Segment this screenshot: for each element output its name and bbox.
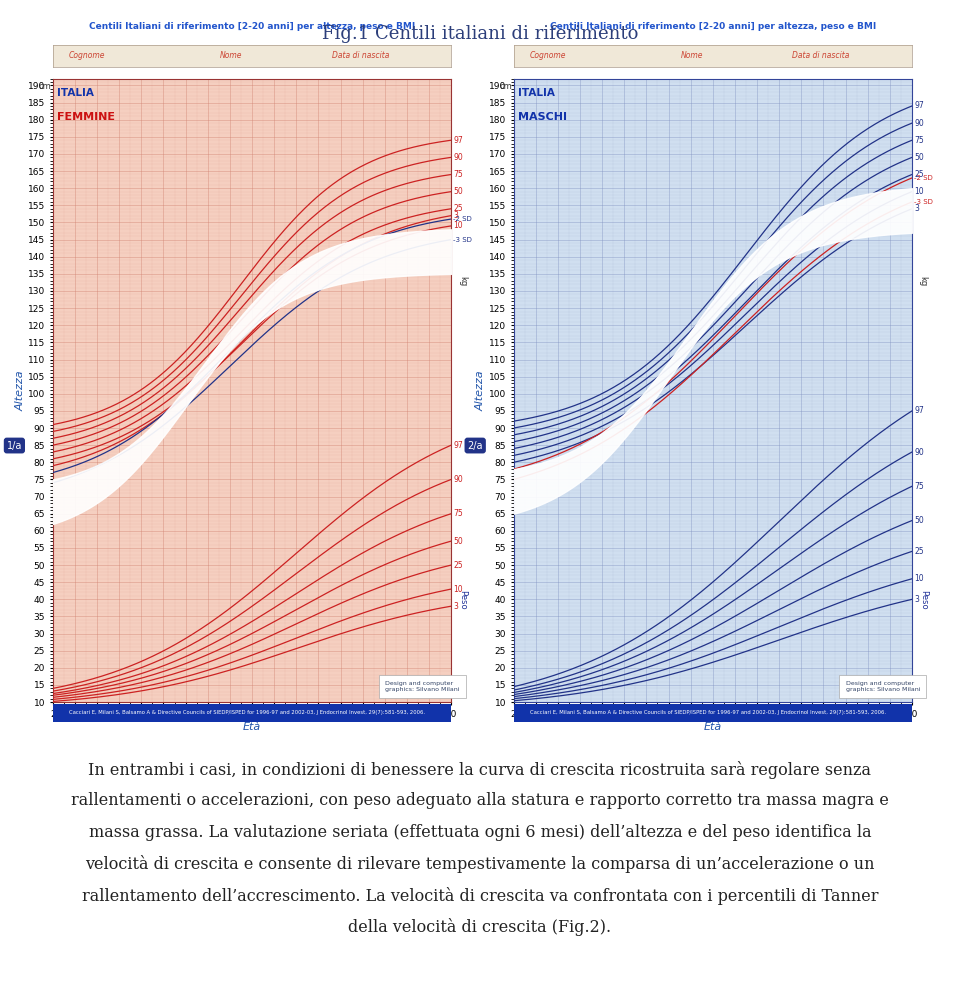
Text: Design and computer
graphics: Silvano Milani: Design and computer graphics: Silvano Mi… (846, 682, 920, 692)
Text: Peso: Peso (458, 589, 467, 609)
Text: FEMMINE: FEMMINE (58, 112, 115, 122)
Text: cm: cm (39, 82, 52, 91)
Text: Cognome: Cognome (69, 51, 106, 61)
Text: 90: 90 (453, 153, 463, 162)
Text: Data di nascita: Data di nascita (793, 51, 850, 61)
Text: massa grassa. La valutazione seriata (effettuata ogni 6 mesi) dell’altezza e del: massa grassa. La valutazione seriata (ef… (88, 824, 872, 841)
Text: Nome: Nome (681, 51, 704, 61)
Text: 90: 90 (914, 448, 924, 457)
Text: Fig.1 Centili italiani di riferimento: Fig.1 Centili italiani di riferimento (322, 25, 638, 42)
Text: rallentamento dell’accrescimento. La velocità di crescita va confrontata con i p: rallentamento dell’accrescimento. La vel… (82, 887, 878, 904)
Text: Data di nascita: Data di nascita (331, 51, 389, 61)
Text: 3: 3 (453, 211, 458, 220)
Text: In entrambi i casi, in condizioni di benessere la curva di crescita ricostruita : In entrambi i casi, in condizioni di ben… (88, 761, 872, 779)
Text: 50: 50 (914, 153, 924, 162)
Text: 25: 25 (914, 170, 924, 179)
Text: 25: 25 (914, 547, 924, 556)
Text: 10: 10 (453, 584, 463, 593)
X-axis label: Età: Età (243, 722, 261, 732)
Text: 50: 50 (914, 516, 924, 525)
Text: Centili Italiani di riferimento [2-20 anni] per altezza, peso e BMI: Centili Italiani di riferimento [2-20 an… (89, 23, 415, 31)
Text: velocità di crescita e consente di rilevare tempestivamente la comparsa di un’ac: velocità di crescita e consente di rilev… (85, 855, 875, 873)
Text: Peso: Peso (919, 589, 927, 609)
Text: -3 SD: -3 SD (914, 199, 933, 205)
Text: 25: 25 (453, 204, 463, 213)
Text: 25: 25 (453, 561, 463, 570)
Text: kg: kg (458, 276, 467, 286)
Text: 10: 10 (914, 188, 924, 196)
Text: cm: cm (500, 82, 513, 91)
Text: Nome: Nome (220, 51, 243, 61)
Text: Design and computer
graphics: Silvano Milani: Design and computer graphics: Silvano Mi… (385, 682, 459, 692)
Y-axis label: Altezza: Altezza (15, 370, 25, 410)
Text: Cacciari E, Milani S, Balsamo A & Directive Councils of SIEDP/ISPED for 1996-97 : Cacciari E, Milani S, Balsamo A & Direct… (530, 710, 885, 716)
Text: 90: 90 (914, 119, 924, 128)
Text: 2/a: 2/a (468, 441, 483, 451)
Text: ITALIA: ITALIA (58, 87, 94, 97)
Y-axis label: Altezza: Altezza (476, 370, 486, 410)
Text: ITALIA: ITALIA (518, 87, 555, 97)
Text: 97: 97 (453, 441, 463, 450)
Text: 10: 10 (914, 574, 924, 583)
Text: Centili Italiani di riferimento [2-20 anni] per altezza, peso e BMI: Centili Italiani di riferimento [2-20 an… (550, 23, 876, 31)
Text: 97: 97 (453, 136, 463, 144)
Text: 75: 75 (453, 170, 463, 179)
Text: 10: 10 (453, 221, 463, 231)
Text: rallentamenti o accelerazioni, con peso adeguato alla statura e rapporto corrett: rallentamenti o accelerazioni, con peso … (71, 792, 889, 809)
Text: 50: 50 (453, 536, 463, 546)
Text: -3 SD: -3 SD (453, 237, 472, 243)
Text: Cacciari E, Milani S, Balsamo A & Directive Councils of SIEDP/ISPED for 1996-97 : Cacciari E, Milani S, Balsamo A & Direct… (69, 710, 424, 716)
Text: 75: 75 (914, 482, 924, 491)
Text: 1/a: 1/a (7, 441, 22, 451)
Text: 3: 3 (453, 602, 458, 611)
Text: 3: 3 (914, 204, 919, 213)
Text: -2 SD: -2 SD (453, 216, 472, 222)
Text: 75: 75 (453, 510, 463, 518)
Text: 97: 97 (914, 407, 924, 415)
Text: 97: 97 (914, 101, 924, 110)
Text: kg: kg (919, 276, 927, 286)
Text: -2 SD: -2 SD (914, 175, 933, 181)
Text: Cognome: Cognome (530, 51, 566, 61)
Text: 75: 75 (914, 136, 924, 144)
Text: 90: 90 (453, 475, 463, 484)
X-axis label: Età: Età (704, 722, 722, 732)
Text: MASCHI: MASCHI (518, 112, 567, 122)
Text: 50: 50 (453, 188, 463, 196)
Text: 3: 3 (914, 595, 919, 604)
Text: della velocità di crescita (Fig.2).: della velocità di crescita (Fig.2). (348, 918, 612, 936)
